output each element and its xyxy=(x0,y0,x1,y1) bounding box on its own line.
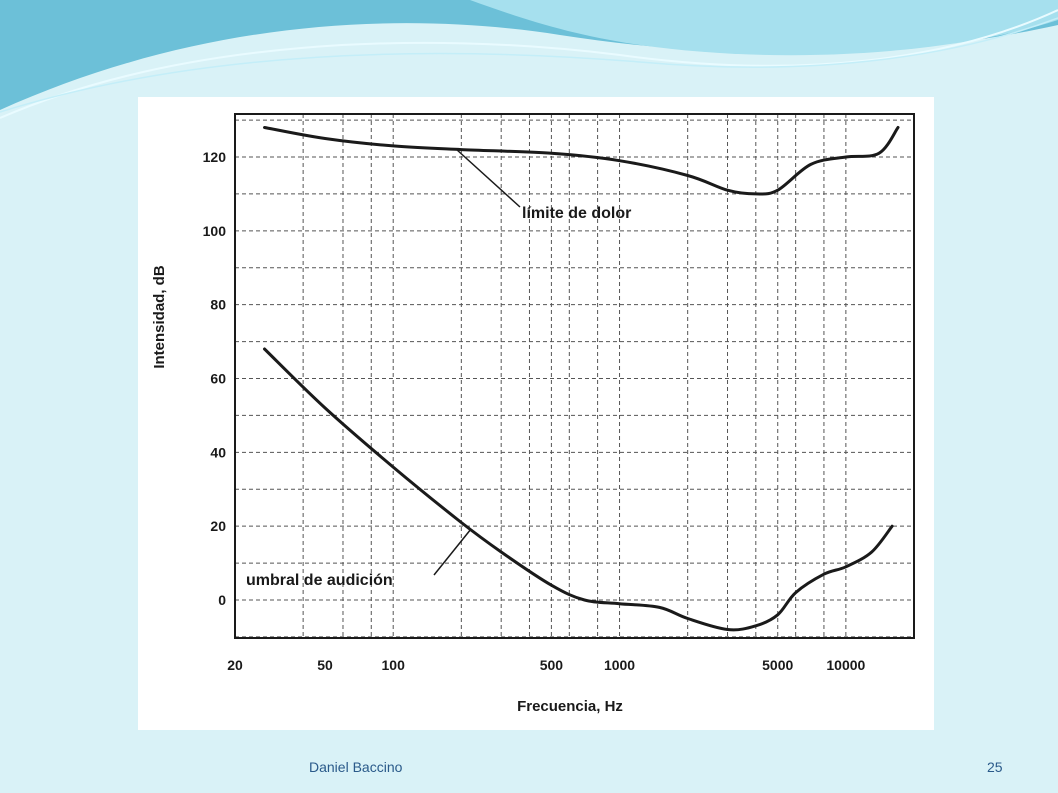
pain-annotation-leader xyxy=(455,148,521,208)
header-wave-light xyxy=(470,0,1058,56)
y-tick-label: 20 xyxy=(210,518,226,534)
series-line-hearing-threshold xyxy=(263,347,894,632)
hearing-range-chart: 0 20 40 60 80 100 120 20 50 100 500 1000 5000 10000 F… xyxy=(151,113,915,715)
threshold-annotation-label: umbral de audición xyxy=(246,572,393,589)
x-tick-label: 500 xyxy=(540,657,564,673)
y-tick-label: 120 xyxy=(203,149,227,165)
footer-page-number: 25 xyxy=(987,759,1003,775)
plot-frame xyxy=(234,113,915,639)
x-tick-label: 100 xyxy=(382,657,406,673)
series-line-pain-limit xyxy=(263,126,900,196)
threshold-annotation-leader xyxy=(433,528,472,576)
y-tick-label: 40 xyxy=(210,444,226,460)
header-wave-line-2 xyxy=(0,17,1058,113)
x-tick-label: 1000 xyxy=(604,657,635,673)
y-axis-label: Intensidad, dB xyxy=(151,265,168,369)
x-tick-label: 5000 xyxy=(762,657,793,673)
tick-layer: 0 20 40 60 80 100 120 20 50 100 500 1000 5000 10000 xyxy=(203,149,866,673)
x-tick-label: 50 xyxy=(317,657,333,673)
series-layer xyxy=(263,126,900,632)
y-tick-label: 0 xyxy=(218,592,226,608)
x-tick-label: 10000 xyxy=(826,657,865,673)
header-wave-line xyxy=(0,9,1058,119)
x-tick-label: 20 xyxy=(227,657,243,673)
y-tick-label: 60 xyxy=(210,371,226,387)
y-tick-label: 80 xyxy=(210,297,226,313)
grid-layer xyxy=(235,114,914,638)
pain-annotation-label: límite de dolor xyxy=(522,205,631,222)
footer-author: Daniel Baccino xyxy=(309,759,403,775)
y-tick-label: 100 xyxy=(203,223,227,239)
x-axis-label: Frecuencia, Hz xyxy=(517,698,623,715)
slide-header-wave xyxy=(0,0,1058,119)
chart-panel: 0 20 40 60 80 100 120 20 50 100 500 1000 5000 10000 F… xyxy=(138,97,934,730)
